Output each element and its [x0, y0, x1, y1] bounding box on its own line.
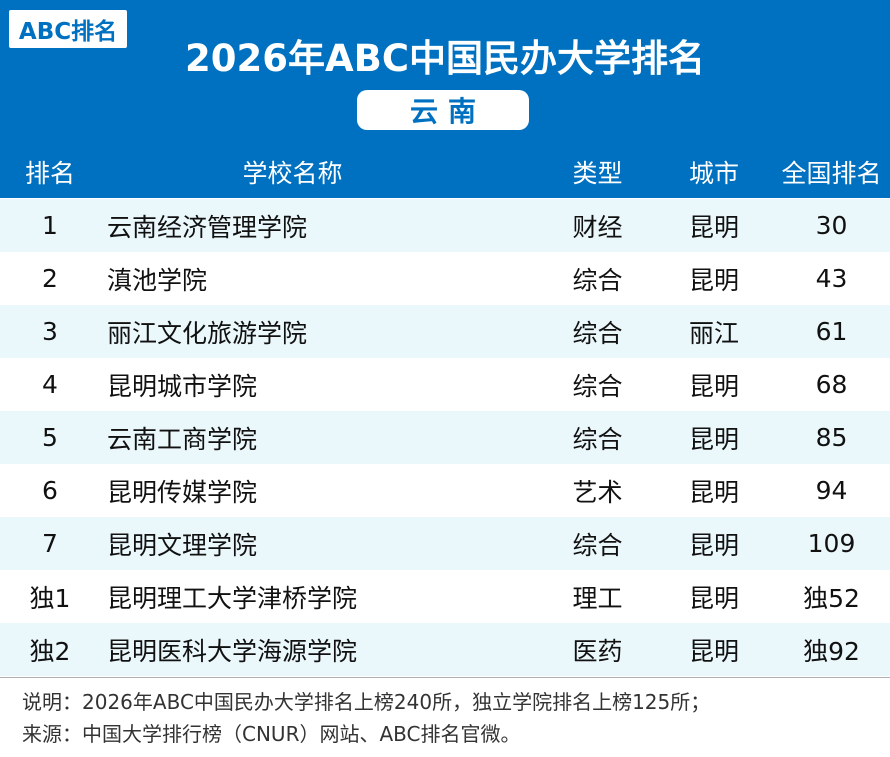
school-name-cell: 滇池学院 [107, 265, 208, 295]
city-cell: 昆明 [688, 265, 739, 295]
table-row: 独1 昆明理工大学津桥学院 理工 昆明 独52 [0, 570, 890, 623]
rank-cell: 1 [42, 211, 58, 240]
footnotes: 说明：2026年ABC中国民办大学排名上榜240所，独立学院排名上榜125所； … [22, 686, 710, 750]
school-name-cell: 丽江文化旅游学院 [107, 318, 308, 348]
school-name-cell: 云南工商学院 [107, 424, 258, 454]
school-name-cell: 昆明理工大学津桥学院 [107, 583, 358, 613]
table-header: 排名 学校名称 类型 城市 全国排名 [0, 146, 890, 198]
column-header-type: 类型 [572, 159, 623, 188]
city-cell: 昆明 [688, 212, 739, 242]
table-row: 4 昆明城市学院 综合 昆明 68 [0, 358, 890, 411]
type-cell: 理工 [572, 583, 623, 613]
rank-cell: 独2 [29, 636, 71, 666]
rank-cell: 5 [42, 423, 58, 452]
school-name-cell: 昆明文理学院 [107, 530, 258, 560]
table-row: 2 滇池学院 综合 昆明 43 [0, 252, 890, 305]
brand-logo: ABC排名 [9, 10, 127, 48]
type-cell: 综合 [572, 371, 623, 401]
note-source: 来源：中国大学排行榜（CNUR）网站、ABC排名官微。 [22, 722, 521, 746]
table-row: 6 昆明传媒学院 艺术 昆明 94 [0, 464, 890, 517]
rank-cell: 7 [42, 529, 58, 558]
city-cell: 丽江 [688, 318, 739, 348]
column-header-name: 学校名称 [242, 159, 343, 188]
column-header-rank: 排名 [24, 159, 75, 188]
column-header-national-rank: 全国排名 [781, 159, 882, 188]
rank-cell: 独1 [29, 583, 71, 613]
notes-divider [0, 677, 890, 678]
region-badge: 云南 [357, 90, 529, 130]
type-cell: 艺术 [572, 477, 623, 507]
table-row: 7 昆明文理学院 综合 昆明 109 [0, 517, 890, 570]
rank-cell: 3 [42, 317, 58, 346]
national-rank-cell: 109 [807, 529, 856, 558]
city-cell: 昆明 [688, 477, 739, 507]
city-cell: 昆明 [688, 424, 739, 454]
table-row: 5 云南工商学院 综合 昆明 85 [0, 411, 890, 464]
city-cell: 昆明 [688, 583, 739, 613]
type-cell: 财经 [572, 212, 623, 242]
national-rank-cell: 43 [815, 264, 848, 293]
school-name-cell: 昆明医科大学海源学院 [107, 636, 358, 666]
city-cell: 昆明 [688, 371, 739, 401]
header-banner: ABC排名 2026年ABC中国民办大学排名 云南 [0, 0, 890, 146]
national-rank-cell: 独52 [803, 583, 860, 613]
national-rank-cell: 独92 [803, 636, 860, 666]
table-row: 1 云南经济管理学院 财经 昆明 30 [0, 199, 890, 252]
type-cell: 综合 [572, 530, 623, 560]
rank-cell: 2 [42, 264, 58, 293]
type-cell: 综合 [572, 318, 623, 348]
national-rank-cell: 30 [815, 211, 848, 240]
national-rank-cell: 68 [815, 370, 848, 399]
school-name-cell: 昆明传媒学院 [107, 477, 258, 507]
rank-cell: 4 [42, 370, 58, 399]
table-row: 独2 昆明医科大学海源学院 医药 昆明 独92 [0, 623, 890, 676]
national-rank-cell: 61 [815, 317, 848, 346]
type-cell: 综合 [572, 265, 623, 295]
city-cell: 昆明 [688, 636, 739, 666]
note-description: 说明：2026年ABC中国民办大学排名上榜240所，独立学院排名上榜125所； [22, 690, 711, 714]
type-cell: 医药 [572, 636, 623, 666]
column-header-city: 城市 [688, 159, 739, 188]
type-cell: 综合 [572, 424, 623, 454]
table-row: 3 丽江文化旅游学院 综合 丽江 61 [0, 305, 890, 358]
city-cell: 昆明 [688, 530, 739, 560]
national-rank-cell: 94 [815, 476, 848, 505]
rank-cell: 6 [42, 476, 58, 505]
school-name-cell: 昆明城市学院 [107, 371, 258, 401]
page-title: 2026年ABC中国民办大学排名 [185, 37, 705, 80]
school-name-cell: 云南经济管理学院 [107, 212, 308, 242]
national-rank-cell: 85 [815, 423, 848, 452]
